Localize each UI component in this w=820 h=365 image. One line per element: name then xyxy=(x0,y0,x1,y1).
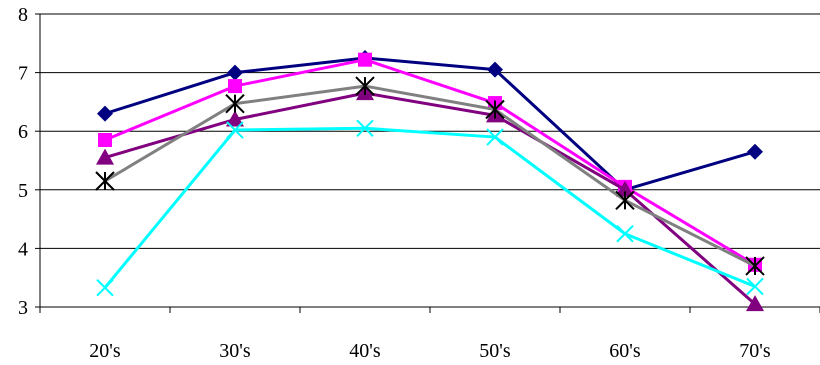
diamond-marker xyxy=(487,61,503,78)
square-marker xyxy=(358,52,372,67)
x-marker xyxy=(746,277,764,296)
y-tick-label: 6 xyxy=(18,121,28,143)
series-line xyxy=(103,126,756,289)
square-marker xyxy=(228,79,242,94)
series-3 xyxy=(96,84,764,312)
x-marker-stroke xyxy=(746,277,764,296)
square-marker xyxy=(98,132,112,147)
x-tick-label: 20's xyxy=(89,340,121,362)
star-marker xyxy=(615,190,635,211)
x-marker xyxy=(616,225,634,243)
series-line xyxy=(104,56,756,192)
series-group xyxy=(95,49,765,312)
x-marker-stroke xyxy=(356,119,374,137)
axes xyxy=(35,13,820,313)
diamond-marker xyxy=(747,143,763,160)
star-marker xyxy=(355,76,375,96)
x-tick-label: 70's xyxy=(739,340,771,362)
triangle-marker xyxy=(616,180,634,197)
x-marker xyxy=(356,119,374,137)
star-marker xyxy=(745,256,765,276)
star-marker xyxy=(485,99,505,120)
x-marker xyxy=(486,128,504,146)
y-tick-labels: 3 4 5 6 7 8 xyxy=(18,4,28,319)
series-line xyxy=(104,84,756,268)
y-tick-label: 7 xyxy=(18,63,28,85)
triangle-marker xyxy=(226,110,244,127)
x-marker xyxy=(226,121,244,139)
series-line xyxy=(104,91,756,306)
x-marker xyxy=(96,278,114,297)
x-tick-label: 40's xyxy=(349,340,381,362)
star-marker xyxy=(95,171,115,191)
series-line xyxy=(104,58,756,267)
y-tick-label: 8 xyxy=(18,4,28,26)
star-marker xyxy=(225,93,245,114)
series-5 xyxy=(96,119,764,297)
x-tick-label: 60's xyxy=(609,340,641,362)
x-tick-label: 30's xyxy=(219,340,251,362)
y-tick-label: 3 xyxy=(18,297,28,319)
x-marker-stroke xyxy=(226,121,244,139)
diamond-marker xyxy=(227,64,243,81)
x-tick-label: 50's xyxy=(479,340,511,362)
x-marker-stroke xyxy=(96,278,114,297)
series-4 xyxy=(95,76,765,276)
diamond-marker xyxy=(97,105,113,122)
x-marker-stroke xyxy=(616,225,634,243)
x-tick-labels: 20's 30's 40's 50's 60's 70's xyxy=(89,340,771,362)
x-marker-stroke xyxy=(486,128,504,146)
triangle-marker xyxy=(746,295,764,312)
y-tick-label: 5 xyxy=(18,180,28,202)
y-tick-label: 4 xyxy=(18,238,28,260)
triangle-marker xyxy=(96,148,114,165)
